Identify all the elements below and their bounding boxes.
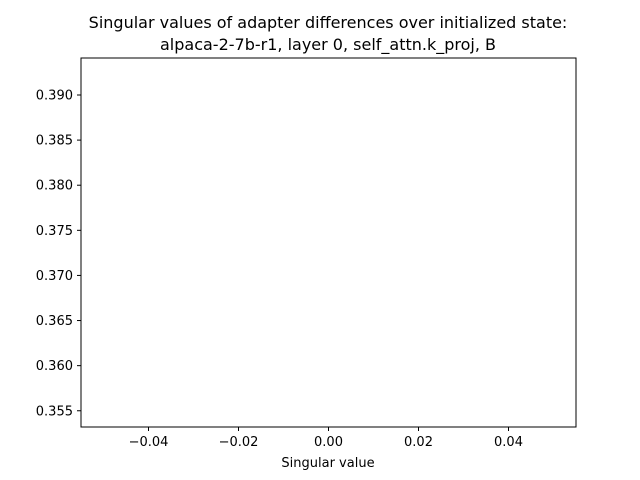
y-tick-label: 0.360 (36, 359, 73, 374)
plot-frame (80, 57, 577, 428)
y-tick-label: 0.365 (36, 314, 73, 329)
chart-title-line-1: Singular values of adapter differences o… (89, 13, 568, 32)
x-tick-label: −0.02 (219, 435, 259, 450)
y-tick-label: 0.375 (36, 224, 73, 239)
y-axis-ticks: 0.355 0.360 0.365 0.370 0.375 0.380 0.385 0.390 (36, 88, 81, 419)
x-tick-label: 0.04 (494, 435, 523, 450)
x-axis-ticks: −0.04 −0.02 0.00 0.02 0.04 (129, 427, 523, 450)
y-tick-label: 0.355 (36, 404, 73, 419)
plot-area (81, 58, 576, 427)
x-axis-label: Singular value (281, 456, 374, 471)
y-tick-label: 0.390 (36, 88, 73, 103)
x-tick-label: 0.00 (314, 435, 343, 450)
y-tick-label: 0.380 (36, 179, 73, 194)
y-tick-label: 0.370 (36, 269, 73, 284)
x-tick-label: 0.02 (404, 435, 433, 450)
chart-title-line-2: alpaca-2-7b-r1, layer 0, self_attn.k_pro… (160, 35, 496, 55)
x-tick-label: −0.04 (129, 435, 169, 450)
y-tick-label: 0.385 (36, 134, 73, 149)
